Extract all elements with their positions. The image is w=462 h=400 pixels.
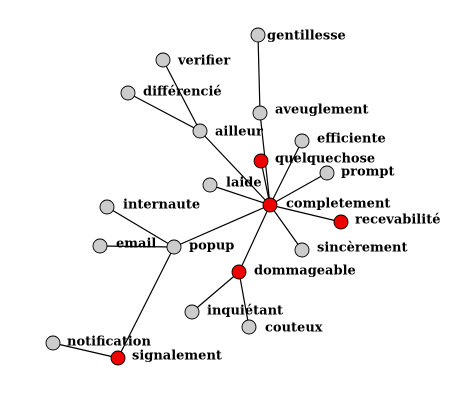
edge-ailleur-completement <box>199 130 271 206</box>
node-label-laide: laide <box>226 176 262 191</box>
node-verifier <box>155 52 171 68</box>
node-dommageable <box>231 264 247 280</box>
nodes-layer <box>45 27 349 366</box>
node-popup <box>166 239 182 255</box>
node-completement <box>262 197 278 213</box>
node-label-prompt: prompt <box>341 165 394 180</box>
node-ailleur <box>192 123 208 139</box>
edge-completement-recevabilite <box>269 204 342 223</box>
edge-differencie-ailleur <box>127 92 201 132</box>
node-label-verifier: verifier <box>177 54 230 69</box>
node-internaute <box>99 199 115 215</box>
node-inquietant <box>184 304 200 320</box>
edge-internaute-popup <box>106 206 175 248</box>
node-label-dommageable: dommageable <box>254 264 356 279</box>
edge-gentillesse-aveuglement <box>257 34 261 114</box>
node-label-email: email <box>116 237 156 252</box>
node-signalement <box>110 350 126 366</box>
edge-email-popup <box>99 245 175 248</box>
node-notification <box>45 335 61 351</box>
node-label-recevabilite: recevabilité <box>355 213 440 228</box>
node-aveuglement <box>252 105 268 121</box>
node-label-inquietant: inquiétant <box>207 304 283 319</box>
edges-layer <box>52 34 342 359</box>
node-prompt <box>319 165 335 181</box>
node-label-efficiente: efficiente <box>317 132 386 147</box>
node-quelquechose <box>253 153 269 169</box>
node-label-signalement: signalement <box>132 349 222 364</box>
edge-quelquechose-completement <box>260 160 271 206</box>
node-recevabilite <box>333 214 349 230</box>
edge-popup-signalement <box>117 246 175 359</box>
node-label-ailleur: ailleur <box>215 125 263 140</box>
node-label-internaute: internaute <box>123 198 200 213</box>
node-couteux <box>241 319 257 335</box>
edge-dommageable-couteux <box>238 271 250 328</box>
edge-completement-popup <box>173 204 271 248</box>
node-gentillesse <box>250 27 266 43</box>
edge-completement-dommageable <box>238 204 271 273</box>
node-label-sincerement: sincèrement <box>317 241 408 256</box>
node-label-differencie: différencié <box>143 85 222 100</box>
edge-efficiente-completement <box>269 140 303 206</box>
node-label-quelquechose: quelquechose <box>275 152 375 167</box>
node-label-couteux: couteux <box>265 321 323 336</box>
node-label-notification: notification <box>67 335 151 350</box>
node-label-popup: popup <box>189 239 234 254</box>
node-differencie <box>120 85 136 101</box>
node-email <box>92 238 108 254</box>
node-laide <box>202 177 218 193</box>
node-label-aveuglement: aveuglement <box>275 103 368 118</box>
node-sincerement <box>294 242 310 258</box>
node-efficiente <box>294 133 310 149</box>
node-label-gentillesse: gentillesse <box>267 29 346 44</box>
labels-layer: gentillesse verifier différencié ailleur ave… <box>67 29 440 364</box>
node-label-completement: completement <box>286 197 390 212</box>
edge-prompt-completement <box>269 172 328 206</box>
edge-verifier-ailleur <box>162 59 201 132</box>
edge-laide-completement <box>209 184 271 206</box>
edge-completement-sincerement <box>269 204 303 251</box>
edge-dommageable-inquietant <box>191 271 240 313</box>
edge-notification-signalement <box>52 342 119 359</box>
